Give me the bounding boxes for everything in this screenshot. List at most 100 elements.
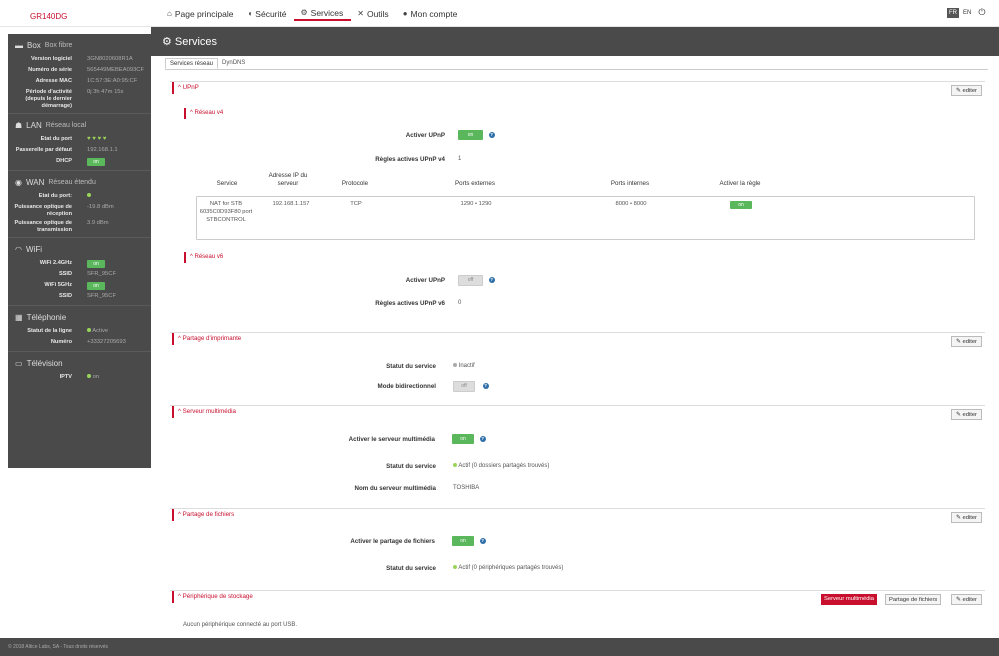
edit-label: editer bbox=[962, 412, 977, 418]
files-status-label: Statut du service bbox=[386, 565, 436, 572]
tab-dyndns[interactable]: DynDNS bbox=[222, 60, 246, 66]
wifi24-toggle: on bbox=[87, 260, 105, 268]
ssid-value: SFR_95CF bbox=[87, 293, 116, 299]
upnp-v6-toggle[interactable]: off bbox=[458, 275, 483, 286]
language-switcher: FR EN ⏻ bbox=[947, 7, 985, 18]
upnp-v6-header[interactable]: ^ Réseau v6 bbox=[184, 252, 223, 263]
upnp-v4-rules-label: Règles actives UPnP v4 bbox=[375, 156, 445, 163]
upnp-v4-toggle[interactable]: on bbox=[458, 130, 483, 140]
page-header: ⚙ Services bbox=[151, 27, 999, 56]
col-int-ports: Ports internes bbox=[610, 180, 650, 187]
upnp-v6-rules-value: 0 bbox=[458, 300, 462, 306]
upnp-header[interactable]: ^ UPnP bbox=[172, 82, 199, 94]
help-icon[interactable]: ? bbox=[479, 538, 486, 544]
nav-security[interactable]: ◖ Sécurité bbox=[241, 8, 294, 21]
mac-label: Adresse MAC bbox=[35, 78, 72, 84]
printer-edit-button[interactable]: ✎ editer bbox=[951, 336, 982, 347]
lan-port-indicators: ♥ ♥ ♥ ♥ bbox=[87, 134, 106, 143]
uptime-value: 0j 3h 47m 15s bbox=[87, 89, 124, 95]
media-header[interactable]: ^ Serveur multimédia bbox=[172, 406, 236, 418]
pencil-icon: ✎ bbox=[956, 515, 961, 521]
sidebar-tv-section: ▭ Télévision IPTV on bbox=[8, 351, 151, 386]
sidebar-row: WiFi 2.4GHz on bbox=[8, 258, 151, 269]
col-protocol: Protocole bbox=[341, 180, 369, 187]
bidir-label: Mode bidirectionnel bbox=[377, 383, 436, 390]
lang-en-button[interactable]: EN bbox=[963, 9, 972, 16]
user-icon: ● bbox=[402, 9, 408, 18]
col-ext-ports: Ports externes bbox=[455, 180, 495, 187]
rule-toggle[interactable]: on bbox=[730, 201, 752, 209]
storage-edit-button[interactable]: ✎ editer bbox=[951, 594, 982, 605]
sidebar-row: Passerelle par défaut 192.168.1.1 bbox=[8, 145, 151, 156]
status-dot-icon bbox=[87, 193, 91, 198]
nav-services[interactable]: ⚙ Services bbox=[294, 7, 352, 21]
files-edit-button[interactable]: ✎ editer bbox=[951, 512, 982, 523]
phone-title: Téléphonie bbox=[26, 313, 67, 322]
help-icon[interactable]: ? bbox=[482, 383, 489, 389]
edit-label: editer bbox=[962, 339, 977, 345]
home-icon: ⌂ bbox=[167, 9, 172, 18]
nav-services-label: Services bbox=[310, 7, 344, 18]
lan-icon: ☗ bbox=[15, 121, 23, 130]
status-sidebar: ▬ Box Box fibre Version logiciel 3GN8020… bbox=[8, 34, 151, 468]
sidebar-wifi-title: ◠ WiFi bbox=[8, 240, 151, 258]
phone-number-label: Numéro bbox=[50, 339, 72, 345]
power-icon[interactable]: ⏻ bbox=[978, 7, 986, 17]
sidebar-row: Numéro +33327205693 bbox=[8, 337, 151, 348]
phone-icon: ▦ bbox=[15, 313, 23, 322]
top-bar: GR140DG ⌂ Page principale ◖ Sécurité ⚙ S… bbox=[0, 0, 999, 27]
sidebar-row: WiFi 5GHz on bbox=[8, 280, 151, 291]
bidir-toggle[interactable]: off bbox=[453, 381, 475, 392]
cell-ext-ports: 1290 • 1290 bbox=[460, 201, 492, 207]
sidebar-tv-title: ▭ Télévision bbox=[8, 354, 151, 372]
media-status-value: Actif (0 dossiers partagés trouvés) bbox=[458, 463, 550, 469]
sidebar-row: Puissance optique de transmission 3.9 dB… bbox=[8, 218, 151, 234]
col-enable: Activer la règle bbox=[719, 180, 761, 187]
help-icon[interactable]: ? bbox=[479, 436, 486, 442]
media-edit-button[interactable]: ✎ editer bbox=[951, 409, 982, 420]
sidebar-row: Adresse MAC 1C:57:3E:A0:95:CF bbox=[8, 76, 151, 87]
media-name-value: TOSHIBA bbox=[453, 485, 480, 491]
sidebar-row: Etat du port: bbox=[8, 191, 151, 202]
ssid-value: SFR_95CF bbox=[87, 271, 116, 277]
files-section: ^ Partage de fichiers ✎ editer Activer l… bbox=[170, 508, 985, 590]
files-toggle[interactable]: on bbox=[452, 536, 474, 546]
sidebar-row: Version logiciel 3GN8020608R1A bbox=[8, 54, 151, 65]
upnp-edit-button[interactable]: ✎ editer bbox=[951, 85, 982, 96]
help-icon[interactable]: ? bbox=[488, 277, 495, 283]
help-icon[interactable]: ? bbox=[488, 132, 495, 138]
port-icon: ♥ bbox=[97, 136, 102, 142]
iptv-label: IPTV bbox=[59, 374, 72, 380]
cell-service: NAT for STB 6035C0D93F80 port STBCONTROL bbox=[199, 201, 253, 223]
lan-port-label: Etat du port bbox=[40, 136, 72, 142]
nav-account[interactable]: ● Mon compte bbox=[397, 8, 466, 21]
cell-ip: 192.168.1.157 bbox=[272, 201, 310, 207]
nav-home[interactable]: ⌂ Page principale bbox=[161, 8, 241, 21]
col-service: Service bbox=[216, 180, 238, 187]
serial-value: 565449MEBEA093CF bbox=[87, 67, 145, 73]
page-title: Services bbox=[174, 35, 218, 48]
storage-header[interactable]: ^ Périphérique de stockage bbox=[172, 591, 253, 603]
file-sharing-button[interactable]: Partage de fichiers bbox=[885, 594, 942, 605]
tx-power-label: Puissance optique de transmission bbox=[14, 220, 72, 233]
status-dot-icon bbox=[453, 463, 457, 468]
media-name-label: Nom du serveur multimédia bbox=[354, 485, 437, 492]
lan-title: LAN bbox=[26, 121, 42, 130]
media-toggle[interactable]: on bbox=[452, 434, 474, 444]
tab-network-services[interactable]: Services réseau bbox=[165, 58, 219, 69]
sidebar-row: DHCP on bbox=[8, 156, 151, 167]
media-server-button[interactable]: Serveur multimédia bbox=[821, 594, 877, 605]
printer-status-value: Inactif bbox=[458, 363, 475, 369]
upnp-v4-header[interactable]: ^ Réseau v4 bbox=[184, 108, 223, 119]
lang-fr-button[interactable]: FR bbox=[947, 7, 959, 18]
brand-logo: GR140DG bbox=[30, 12, 68, 21]
printer-header[interactable]: ^ Partage d'imprimante bbox=[172, 333, 241, 345]
box-title: Box bbox=[27, 41, 41, 50]
wan-title: WAN bbox=[25, 178, 45, 187]
files-header[interactable]: ^ Partage de fichiers bbox=[172, 509, 234, 521]
globe-icon: ◉ bbox=[15, 178, 22, 187]
nav-account-label: Mon compte bbox=[410, 8, 458, 19]
storage-message: Aucun périphérique connecté au port USB. bbox=[183, 622, 298, 628]
serial-label: Numéro de série bbox=[28, 67, 72, 73]
nav-tools[interactable]: ✕ Outils bbox=[351, 8, 396, 21]
